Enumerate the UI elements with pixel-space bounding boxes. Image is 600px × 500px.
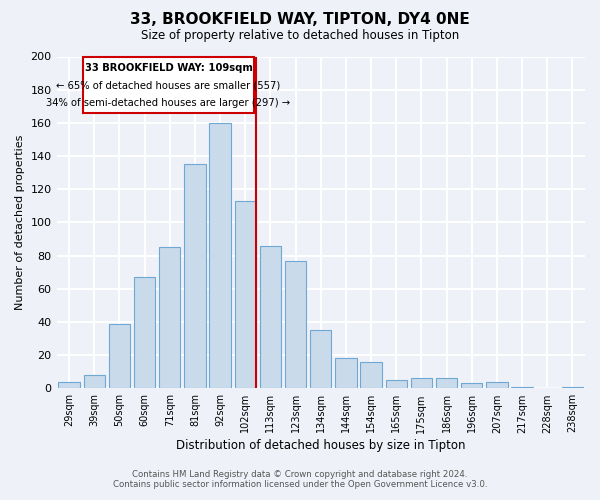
Text: 33 BROOKFIELD WAY: 109sqm: 33 BROOKFIELD WAY: 109sqm [85, 63, 253, 73]
Bar [486, 382, 508, 388]
Bar [562, 386, 583, 388]
Bar [436, 378, 457, 388]
Bar [109, 324, 130, 388]
Bar [386, 380, 407, 388]
FancyBboxPatch shape [83, 56, 254, 113]
Bar [461, 384, 482, 388]
Text: Size of property relative to detached houses in Tipton: Size of property relative to detached ho… [141, 29, 459, 42]
Bar [511, 386, 533, 388]
Bar [209, 123, 231, 388]
Bar [310, 330, 331, 388]
Text: Contains HM Land Registry data © Crown copyright and database right 2024.
Contai: Contains HM Land Registry data © Crown c… [113, 470, 487, 489]
Bar [335, 358, 356, 388]
Text: ← 65% of detached houses are smaller (557): ← 65% of detached houses are smaller (55… [56, 81, 281, 91]
Bar [285, 260, 307, 388]
Y-axis label: Number of detached properties: Number of detached properties [15, 134, 25, 310]
Bar [58, 382, 80, 388]
Bar [83, 375, 105, 388]
X-axis label: Distribution of detached houses by size in Tipton: Distribution of detached houses by size … [176, 440, 466, 452]
Bar [411, 378, 432, 388]
Text: 34% of semi-detached houses are larger (297) →: 34% of semi-detached houses are larger (… [46, 98, 290, 108]
Bar [134, 277, 155, 388]
Bar [159, 248, 181, 388]
Bar [260, 246, 281, 388]
Bar [235, 201, 256, 388]
Bar [361, 362, 382, 388]
Text: 33, BROOKFIELD WAY, TIPTON, DY4 0NE: 33, BROOKFIELD WAY, TIPTON, DY4 0NE [130, 12, 470, 28]
Bar [184, 164, 206, 388]
